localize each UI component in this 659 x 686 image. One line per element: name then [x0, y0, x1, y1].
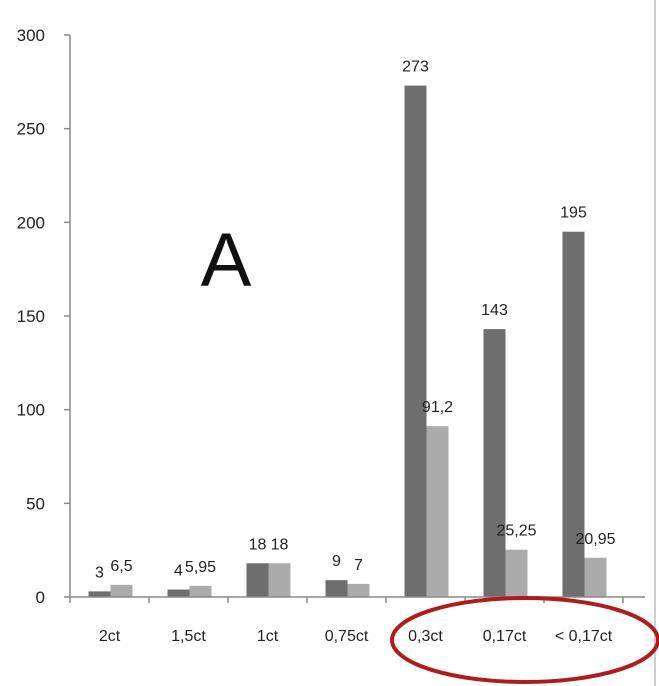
- data-label: 25,25: [496, 523, 536, 540]
- bar-series-2: [110, 584, 133, 597]
- data-label: 5,95: [185, 559, 216, 576]
- bar-series-1: [246, 563, 269, 597]
- bar-series-1: [88, 591, 111, 597]
- bar-series-2: [189, 585, 212, 597]
- x-axis: 2ct 1,5ct 1ct 0,75ct 0,3ct 0,17ct < 0,17ct: [69, 596, 645, 645]
- category-label: 0,75ct: [325, 628, 369, 645]
- category-label: < 0,17ct: [555, 628, 613, 645]
- data-label: 18: [271, 536, 289, 553]
- y-tick-label: 50: [26, 494, 45, 513]
- bar-series-1: [562, 231, 585, 597]
- bar-series-1: [325, 580, 348, 597]
- highlight-ellipse: [390, 596, 659, 684]
- y-tick-label: 150: [17, 307, 45, 326]
- category-label: 0,3ct: [408, 628, 443, 645]
- y-tick-label: 200: [17, 213, 45, 232]
- data-label: 195: [560, 205, 587, 222]
- bar-series-2: [347, 583, 370, 597]
- panel-letter: A: [201, 218, 252, 303]
- data-labels: 3 4 18 9 273 143 195 6,5 5,95 18 7 91,2 25,25 20,95: [95, 59, 616, 582]
- category-label: 2ct: [99, 628, 121, 645]
- category-label: 1ct: [257, 628, 279, 645]
- bars: [88, 85, 607, 597]
- data-label: 20,95: [575, 531, 615, 548]
- bar-series-2: [268, 563, 291, 597]
- y-axis: 0 50 100 150 200 250 300: [17, 26, 71, 607]
- data-label: 4: [174, 563, 183, 580]
- data-label: 143: [481, 302, 508, 319]
- bar-series-1: [483, 329, 506, 597]
- data-label: 6,5: [110, 558, 132, 575]
- data-label: 273: [402, 59, 429, 76]
- data-label: 3: [95, 564, 104, 581]
- y-tick-label: 100: [17, 401, 45, 420]
- bar-series-2: [426, 426, 449, 597]
- bar-series-2: [584, 557, 607, 597]
- category-label: 0,17ct: [483, 628, 527, 645]
- data-label: 18: [249, 536, 267, 553]
- data-label: 7: [354, 557, 363, 574]
- data-label: 9: [332, 553, 341, 570]
- y-tick-label: 0: [36, 588, 45, 607]
- data-label: 91,2: [422, 399, 453, 416]
- y-tick-label: 300: [17, 26, 45, 45]
- bar-series-1: [167, 589, 190, 597]
- bar-series-2: [505, 549, 528, 597]
- category-label: 1,5ct: [171, 628, 206, 645]
- y-tick-label: 250: [17, 120, 45, 139]
- bar-series-1: [404, 85, 427, 597]
